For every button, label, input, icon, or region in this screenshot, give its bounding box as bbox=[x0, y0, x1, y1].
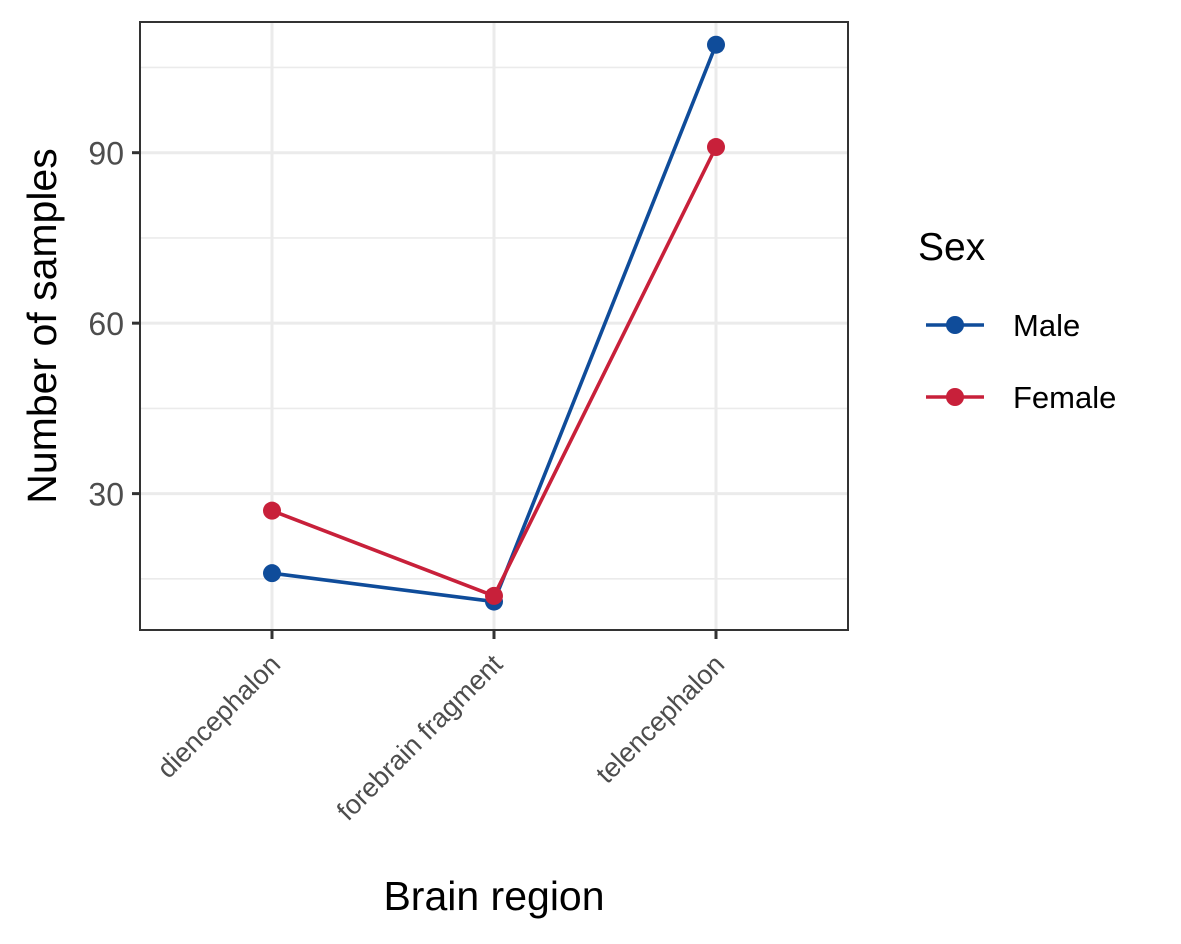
axis-layer: 30 60 90 diencephalon forebrain fragment tele… bbox=[88, 136, 730, 827]
legend-key-point-male bbox=[946, 316, 964, 334]
y-tick-label: 30 bbox=[88, 477, 124, 513]
female-data-point bbox=[263, 501, 281, 520]
x-tick-label: diencephalon bbox=[151, 649, 286, 784]
x-tick-label: forebrain fragment bbox=[331, 649, 509, 827]
male-data-point bbox=[707, 35, 725, 54]
y-axis-title: Number of samples bbox=[19, 148, 65, 503]
legend-label-male: Male bbox=[1013, 308, 1080, 343]
x-tick-label: telencephalon bbox=[590, 649, 730, 789]
female-data-point bbox=[485, 586, 503, 605]
x-axis-title: Brain region bbox=[383, 873, 604, 919]
legend-key-point-female bbox=[946, 388, 964, 406]
male-data-point bbox=[263, 564, 281, 583]
grid-layer bbox=[140, 22, 848, 630]
legend: Sex Male Female bbox=[918, 226, 1116, 415]
y-tick-label: 90 bbox=[88, 136, 124, 172]
y-tick-label: 60 bbox=[88, 306, 124, 342]
legend-label-female: Female bbox=[1013, 380, 1116, 415]
series-layer bbox=[263, 35, 725, 611]
female-data-point bbox=[707, 138, 725, 157]
legend-title: Sex bbox=[918, 226, 986, 269]
